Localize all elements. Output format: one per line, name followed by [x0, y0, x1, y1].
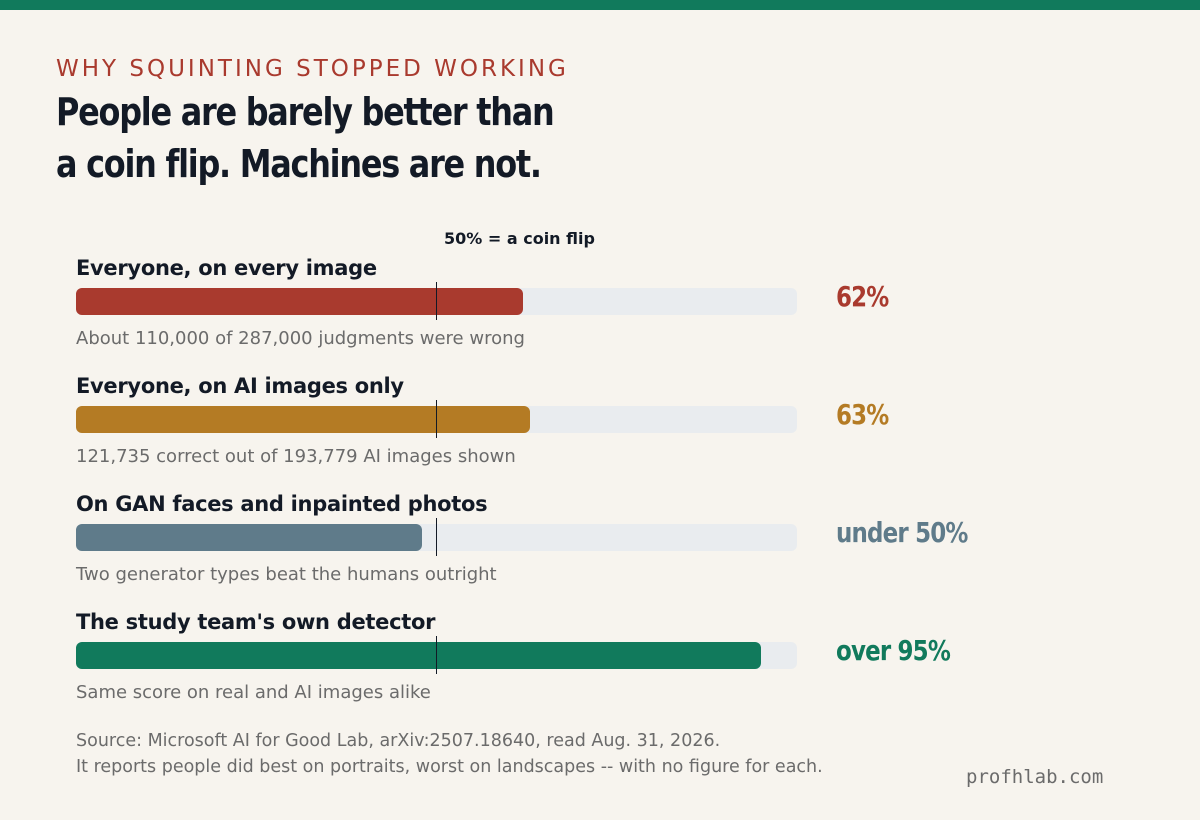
bar	[76, 288, 524, 315]
coin-flip-reference-line	[435, 518, 438, 556]
kicker: WHY SQUINTING STOPPED WORKING	[56, 56, 569, 82]
bar-note: About 110,000 of 287,000 judgments were …	[76, 328, 525, 349]
bar-label: The study team's own detector	[76, 610, 436, 634]
brand-footer: profhlab.com	[966, 766, 1104, 788]
bar-note: Same score on real and AI images alike	[76, 682, 431, 703]
headline-line-1: People are barely better than	[56, 90, 555, 134]
source-line-1: Source: Microsoft AI for Good Lab, arXiv…	[76, 731, 721, 751]
data-label: 62%	[836, 280, 889, 313]
data-label: over 95%	[836, 634, 951, 667]
coin-flip-reference-line	[435, 282, 438, 320]
bar-label: On GAN faces and inpainted photos	[76, 492, 488, 516]
bar-note: Two generator types beat the humans outr…	[76, 564, 497, 585]
source-line-2: It reports people did best on portraits,…	[76, 757, 823, 777]
coin-flip-reference-line	[435, 400, 438, 438]
data-label: 63%	[836, 398, 889, 431]
bar-label: Everyone, on every image	[76, 256, 377, 280]
data-label: under 50%	[836, 516, 968, 549]
bar	[76, 524, 423, 551]
top-accent-bar	[0, 0, 1200, 10]
source-note: Source: Microsoft AI for Good Lab, arXiv…	[76, 728, 823, 780]
bar	[76, 406, 531, 433]
coin-flip-reference-line	[435, 636, 438, 674]
bar-label: Everyone, on AI images only	[76, 374, 404, 398]
headline-line-2: a coin flip. Machines are not.	[56, 142, 542, 186]
bar-note: 121,735 correct out of 193,779 AI images…	[76, 446, 516, 467]
headline: People are barely better than a coin fli…	[56, 86, 644, 190]
bar	[76, 642, 761, 669]
coin-flip-reference-label: 50% = a coin flip	[444, 229, 595, 248]
